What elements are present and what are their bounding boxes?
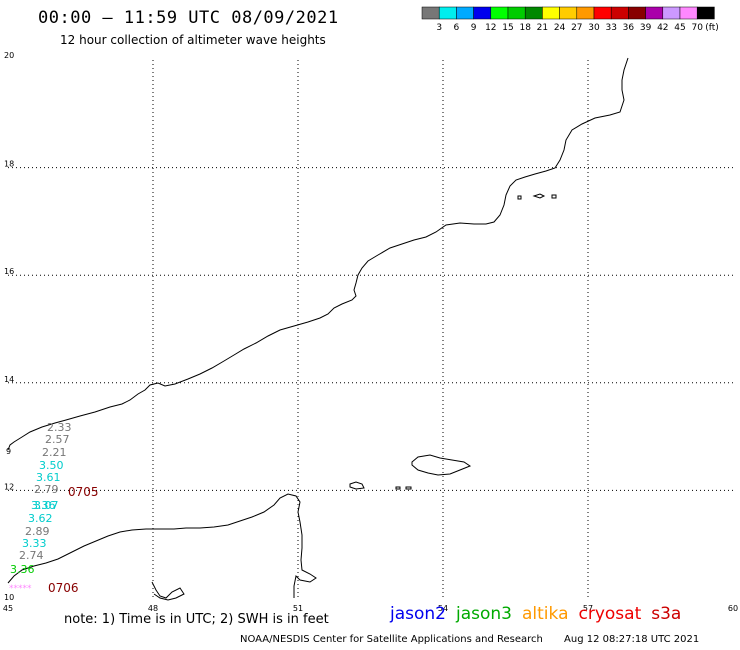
scale-label: 9 (471, 23, 477, 32)
islet-5 (532, 193, 546, 199)
scale-label: 70 (691, 23, 703, 32)
scale-label: 39 (640, 23, 652, 32)
satellite-name: cryosat (578, 604, 642, 624)
wave-height-value: 2.89 (25, 525, 50, 538)
satellite-legend: jason2 jason3 altika cryosat s3a (390, 604, 691, 624)
satellite-name: jason2 (390, 604, 446, 624)
satellite-name: jason3 (456, 604, 512, 624)
y-tick-label: 14 (4, 375, 14, 384)
scale-label: 42 (657, 23, 668, 32)
wave-height-value: 2.33 (47, 421, 72, 434)
islet-2 (395, 486, 401, 490)
footer-credit: NOAA/NESDIS Center for Satellite Applica… (240, 634, 699, 645)
wave-height-value: 3.62 (28, 512, 53, 525)
page-title: 00:00 – 11:59 UTC 08/09/2021 (38, 8, 339, 28)
scale-label: 3 (436, 23, 442, 32)
islet-4 (517, 195, 522, 200)
wave-height-value: 3.61 (36, 471, 61, 484)
x-tick-label: 45 (3, 604, 13, 613)
footer-note: note: 1) Time is in UTC; 2) SWH is in fe… (64, 612, 329, 627)
scale-label: 15 (502, 23, 513, 32)
scale-swatch (696, 6, 715, 20)
y-tick-label: 10 (4, 593, 14, 602)
wave-height-labels: 2.332.572.213.503.612.793.073.363.622.89… (9, 421, 99, 595)
track-label: 0705 (68, 485, 99, 499)
scale-label: 18 (519, 23, 531, 32)
wave-height-value: 3.36 (31, 499, 56, 512)
coastline (7, 57, 629, 601)
wave-height-value: 3.50 (39, 459, 64, 472)
x-tick-label: 48 (148, 604, 158, 613)
x-tick-label: 54 (438, 604, 448, 613)
wave-height-value: 2.74 (19, 549, 44, 562)
track-label: 0706 (48, 581, 79, 595)
scale-label: 21 (537, 23, 548, 32)
scale-label: 12 (485, 23, 496, 32)
socotra-island (411, 454, 472, 476)
wave-height-value: 3.36 (10, 563, 35, 576)
wave-height-value: 2.79 (34, 483, 59, 496)
islet-1 (349, 481, 365, 490)
scale-label: 36 (623, 23, 635, 32)
x-tick-label: 60 (728, 604, 738, 613)
satellite-name: s3a (651, 604, 682, 624)
color-scale-legend: 3 6 9 12 15 18 21 24 27 30 33 36 39 42 45 70 (ft) (421, 6, 719, 32)
scale-label: 6 (454, 23, 460, 32)
coastline-somalia (7, 493, 317, 598)
x-tick-label: 51 (293, 604, 303, 613)
x-tick-label: 57 (583, 604, 593, 613)
y-tick-label: 18 (4, 160, 14, 169)
scale-label: 33 (605, 23, 616, 32)
axis-tick-labels: 45 48 51 54 57 60 20 18 16 14 12 10 9 (3, 51, 738, 613)
islet-6 (551, 194, 557, 199)
y-tick-label: 16 (4, 267, 14, 276)
scale-label: 27 (571, 23, 582, 32)
islet-3 (405, 486, 412, 490)
y-tick-label-partial: 9 (6, 447, 11, 456)
y-tick-label: 12 (4, 482, 14, 491)
scale-unit: (ft) (705, 23, 719, 32)
track-label: ***** (9, 584, 32, 594)
graticule-grid (8, 60, 733, 598)
timestamp: Aug 12 08:27:18 UTC 2021 (564, 634, 700, 645)
wave-height-value: 3.33 (22, 537, 47, 550)
scale-label: 24 (554, 23, 566, 32)
reef-cluster (151, 581, 185, 601)
credit-text: NOAA/NESDIS Center for Satellite Applica… (240, 634, 543, 645)
coastline-arabia-north (7, 57, 629, 451)
scale-label: 45 (674, 23, 685, 32)
wave-height-value: 2.57 (45, 433, 70, 446)
satellite-name: altika (522, 604, 569, 624)
page-subtitle: 12 hour collection of altimeter wave hei… (60, 33, 326, 47)
y-tick-label: 20 (4, 51, 14, 60)
wave-height-value: 3.07 (34, 499, 59, 512)
wave-height-value: 2.21 (42, 446, 67, 459)
scale-label: 30 (588, 23, 600, 32)
